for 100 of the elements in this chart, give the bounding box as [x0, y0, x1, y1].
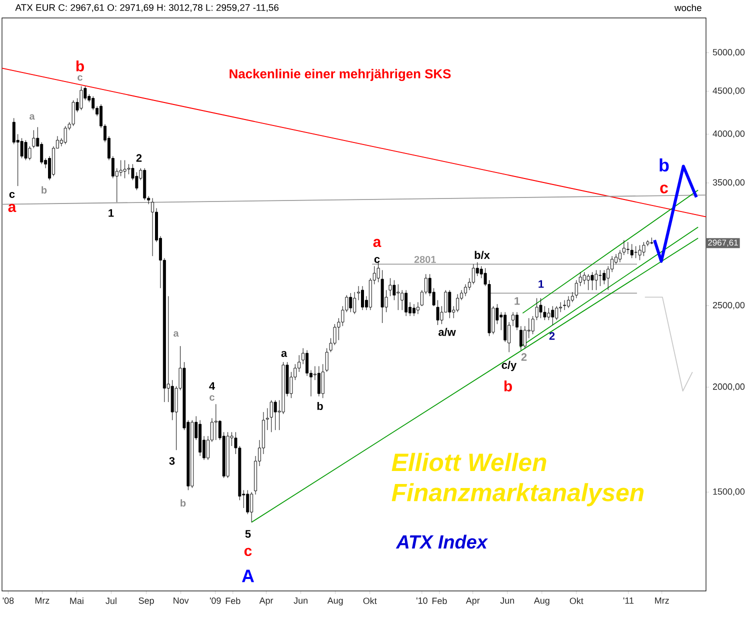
annotation: 4 [209, 382, 215, 390]
candlestick [325, 348, 328, 372]
candlestick [360, 286, 364, 310]
x-tick-label: Aug [327, 597, 343, 606]
y-tick-label: 2000,00 [712, 383, 745, 391]
annotation: b [317, 402, 323, 410]
x-tick-label: Apr [259, 597, 274, 606]
y-tick-label: 5000,00 [712, 49, 745, 56]
chart-title: ATX EUR C: 2967,61 O: 2971,69 H: 3012,78 L: 2959,27 -11,56 [15, 4, 279, 12]
annotation: b [504, 380, 512, 392]
x-tick-label: Apr [466, 597, 480, 606]
candlestick [547, 308, 550, 320]
candlestick [12, 118, 16, 144]
annotation: 2 [521, 353, 527, 361]
candlestick [246, 490, 250, 514]
annotation: 5 [245, 530, 251, 538]
annotation: A [242, 570, 254, 582]
x-tick-label: Mai [70, 597, 84, 604]
candlestick [388, 278, 392, 296]
annotation: 3 [169, 457, 175, 465]
x-tick-label: '10 [416, 597, 428, 604]
annotation: ATX Index [396, 534, 488, 549]
candlestick [602, 270, 606, 285]
x-tick-label: Feb [226, 597, 240, 604]
candlestick [416, 302, 420, 314]
x-tick-label: Aug [534, 597, 550, 606]
y-tick-label: 2500,00 [712, 302, 745, 310]
candlestick [626, 242, 630, 254]
candlestick [376, 262, 380, 282]
x-tick-label: Mrz [655, 597, 669, 604]
candlestick [400, 290, 404, 310]
annotation: a/w [438, 328, 456, 336]
candlestick [135, 172, 138, 190]
candlestick [64, 126, 67, 144]
candlestick [392, 280, 396, 300]
candlestick [119, 160, 122, 176]
text: 2967,61 [708, 240, 738, 247]
candlestick [40, 142, 44, 164]
x-tick-label: Jun [294, 597, 308, 604]
annotation: c [9, 192, 15, 198]
candlestick [317, 366, 320, 397]
candlestick [590, 272, 594, 290]
candlestick [151, 198, 154, 256]
x-tick-label: '08 [2, 597, 14, 604]
candlestick [24, 140, 28, 160]
candlestick [266, 408, 269, 430]
annotation: Elliott Wellen [392, 452, 546, 472]
series-label: 2801 [414, 256, 436, 264]
y-tick-label: 3500,00 [712, 179, 745, 187]
x-tick-label: '09 [210, 597, 221, 604]
candlestick [20, 138, 24, 159]
candlestick [412, 304, 416, 316]
annotation: a [30, 114, 35, 120]
candlestick [404, 290, 408, 316]
candlestick [472, 264, 475, 285]
annotation: b [180, 499, 186, 507]
candlestick [250, 492, 254, 523]
candlestick [123, 160, 126, 179]
candlestick [535, 298, 538, 320]
candlestick [80, 86, 83, 110]
candlestick [436, 300, 440, 326]
candlestick [515, 312, 518, 330]
candlestick [353, 292, 356, 314]
candlestick [321, 364, 324, 398]
candlestick [539, 298, 542, 318]
annotation: b [660, 158, 669, 172]
annotation: a [373, 238, 382, 248]
candlestick [448, 290, 452, 318]
x-tick-label: Jul [106, 597, 116, 604]
candlestick [570, 292, 574, 302]
candlestick [594, 270, 598, 290]
annotation: b/x [474, 250, 490, 260]
candlestick [543, 306, 546, 320]
candlestick [551, 306, 554, 326]
candlestick [127, 164, 130, 175]
annotation: b [76, 60, 84, 72]
annotation: 2 [549, 332, 555, 340]
annotation: Finanzmarktanalysen [392, 483, 644, 506]
candlestick [642, 242, 646, 256]
annotation: a [174, 331, 179, 337]
y-tick-label: 4000,00 [712, 130, 745, 138]
candlestick [92, 96, 95, 110]
annotation: 2 [136, 154, 142, 162]
candlestick [72, 100, 75, 126]
x-tick-label: Okt [570, 597, 584, 604]
annotation: c [374, 256, 380, 263]
x-tick-label: Nov [174, 597, 189, 604]
annotation: a [281, 350, 288, 357]
annotation: 1 [108, 209, 114, 217]
x-tick-label: Sep [138, 597, 154, 606]
candlestick [574, 280, 578, 298]
candlestick [638, 244, 642, 260]
candlestick [214, 404, 218, 440]
candlestick [531, 316, 534, 334]
annotation: c [210, 395, 214, 401]
annotation: c [660, 184, 668, 194]
y-tick-label: 1500,00 [713, 488, 745, 496]
candlestick [563, 300, 566, 310]
y-tick-label: 4500,00 [712, 87, 745, 95]
annotation: c [78, 75, 82, 81]
